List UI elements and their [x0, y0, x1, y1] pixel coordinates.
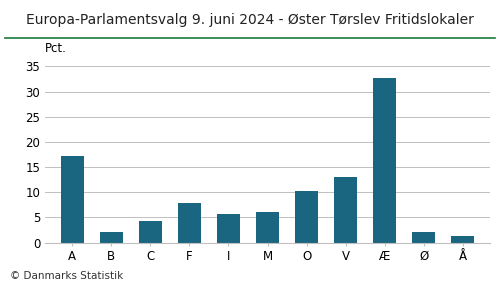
Text: Europa-Parlamentsvalg 9. juni 2024 - Øster Tørslev Fritidslokaler: Europa-Parlamentsvalg 9. juni 2024 - Øst…: [26, 13, 474, 27]
Bar: [295, 191, 318, 243]
Bar: [100, 232, 123, 243]
Bar: [451, 237, 474, 243]
Bar: [412, 232, 436, 243]
Bar: [138, 221, 162, 243]
Bar: [373, 78, 396, 243]
Text: © Danmarks Statistik: © Danmarks Statistik: [10, 271, 123, 281]
Bar: [256, 212, 279, 243]
Bar: [178, 203, 201, 243]
Bar: [217, 214, 240, 243]
Text: Pct.: Pct.: [45, 41, 67, 54]
Bar: [60, 156, 84, 243]
Bar: [334, 177, 357, 243]
